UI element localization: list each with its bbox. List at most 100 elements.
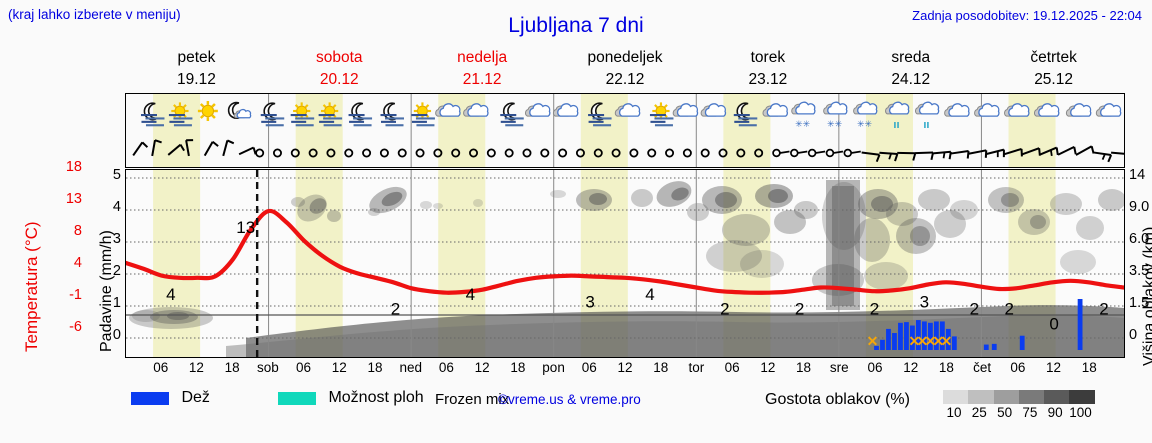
wind-barb [433,148,443,158]
precip-bar [1077,299,1083,350]
x-axis-tick: 12 [331,360,347,375]
wind-barb [308,148,318,158]
x-axis-tick: 06 [724,360,740,375]
temperature-point-label: 4 [166,285,175,304]
precip-bar [991,343,997,350]
wind-barb [1021,147,1041,156]
weather-icon-cloud-rain: ıı [915,101,940,131]
wind-barb [1004,147,1023,157]
temperature-point-label: 2 [1099,300,1108,319]
wind-barb [504,148,514,158]
day-date: 19.12 [177,71,216,88]
wind-barb [629,148,639,158]
location-menu-note[interactable]: (kraj lahko izberete v meniju) [8,7,181,22]
precip-bar [910,325,915,350]
cloud-density-step [1069,390,1095,404]
cloud-height-tick: 3.5 [1129,263,1150,279]
day-header-cell: torek 23.12 [696,46,839,92]
page-title: Ljubljana 7 dni [508,14,644,37]
day-name: četrtek [1030,49,1077,66]
weather-icon-cloud [762,103,788,117]
day-header-strip: petek 19.12 sobota 20.12 nedelja 21.12 ponedel… [125,46,1125,92]
wind-barb [843,148,861,158]
temperature-point-label: 4 [466,285,475,304]
weather-icon-cloud [700,103,727,117]
x-axis-tick: 06 [581,360,597,375]
wind-barb [1093,151,1113,163]
day-name: sobota [316,49,363,66]
temperature-line [126,208,1124,295]
temperature-point-label: 2 [1004,300,1013,319]
precipitation-tick: 1 [112,295,121,311]
wind-barb [486,148,496,158]
wind-barb [718,148,728,158]
wind-barb [238,146,257,156]
wind-barb [1111,151,1124,155]
cloud-density-step [1018,390,1045,404]
wind-barb [451,148,461,158]
day-name: ponedeljek [587,49,663,66]
temperature-point-label: 2 [391,300,400,319]
showers-label: Možnost ploh [328,389,424,406]
wind-barb [736,148,746,158]
precip-bar [922,321,927,350]
wind-barb [968,149,988,158]
day-date: 20.12 [319,71,359,88]
temperature-tick: 4 [73,255,82,271]
legend-showers: Možnost ploh [278,389,424,407]
wind-barb [897,151,917,161]
precip-bar [874,345,879,350]
weather-icon-moon-haze [348,102,373,127]
weather-icon-moon-haze [260,102,285,127]
temperature-point-label: 2 [795,300,804,319]
wind-barb [222,139,235,157]
weather-icon-sun-haze [290,102,315,127]
x-axis-tick: 18 [938,360,954,375]
cloud-density-step [968,390,994,404]
cloud-density-legend-bar [943,390,1095,404]
cloud-height-tick: 6.0 [1129,231,1150,247]
x-axis-tick: 12 [760,360,776,375]
temperature-tick: 18 [65,159,82,175]
x-axis-tick: sre [829,360,849,375]
weather-icon-cloud [1095,103,1122,117]
precipitation-tick: 5 [112,167,121,183]
svg-text:ıı: ıı [893,119,899,131]
weather-icon-moon-haze [140,102,165,127]
weather-icon-moon-haze [380,102,404,127]
precip-bar [951,336,957,350]
wind-barb [754,148,764,158]
wind-barb [167,143,185,156]
x-axis-tick: 06 [867,360,883,375]
weather-icon-cloud-snow: ✳✳ [791,101,816,130]
day-date: 25.12 [1034,71,1073,88]
day-name: petek [177,49,216,66]
day-name: sreda [891,49,931,66]
cloud-density-tick: 25 [971,405,987,420]
day-date: 24.12 [891,71,931,88]
frozen-mix-marker: ✕ [933,333,945,349]
day-header-cell: sobota 20.12 [268,46,411,92]
temperature-point-label: 2 [870,300,879,319]
cloud-density-legend-title: Gostota oblakov (%) [765,391,910,408]
weather-icon-moon-cloud [227,101,252,119]
precipitation-bars [874,299,1083,350]
wind-barb [647,148,657,158]
copyright-label[interactable]: ©vreme.us & vreme.pro [498,392,641,407]
weather-icon-cloud [1065,103,1092,117]
weather-icon-band: ✳✳ ✳✳ ✳✳ ıı ıı [125,93,1125,138]
frozen-mix-markers: ✕ ✕✕✕✕✕ [867,333,953,349]
temperature-point-label: 3 [920,292,929,311]
weather-icon-cloud [435,103,461,117]
day-date: 23.12 [748,71,788,88]
wind-barb [379,148,389,158]
precip-bar [933,321,939,350]
weather-icon-cloud [525,103,551,117]
wind-barb [986,148,1005,158]
x-axis-tick: 06 [296,360,312,375]
cloud-height-tick: 9.0 [1129,199,1150,215]
svg-text:✳✳: ✳✳ [857,120,873,130]
precip-bar [892,333,897,350]
weather-icon-sun [197,101,218,121]
x-axis-tick: ned [399,360,422,375]
